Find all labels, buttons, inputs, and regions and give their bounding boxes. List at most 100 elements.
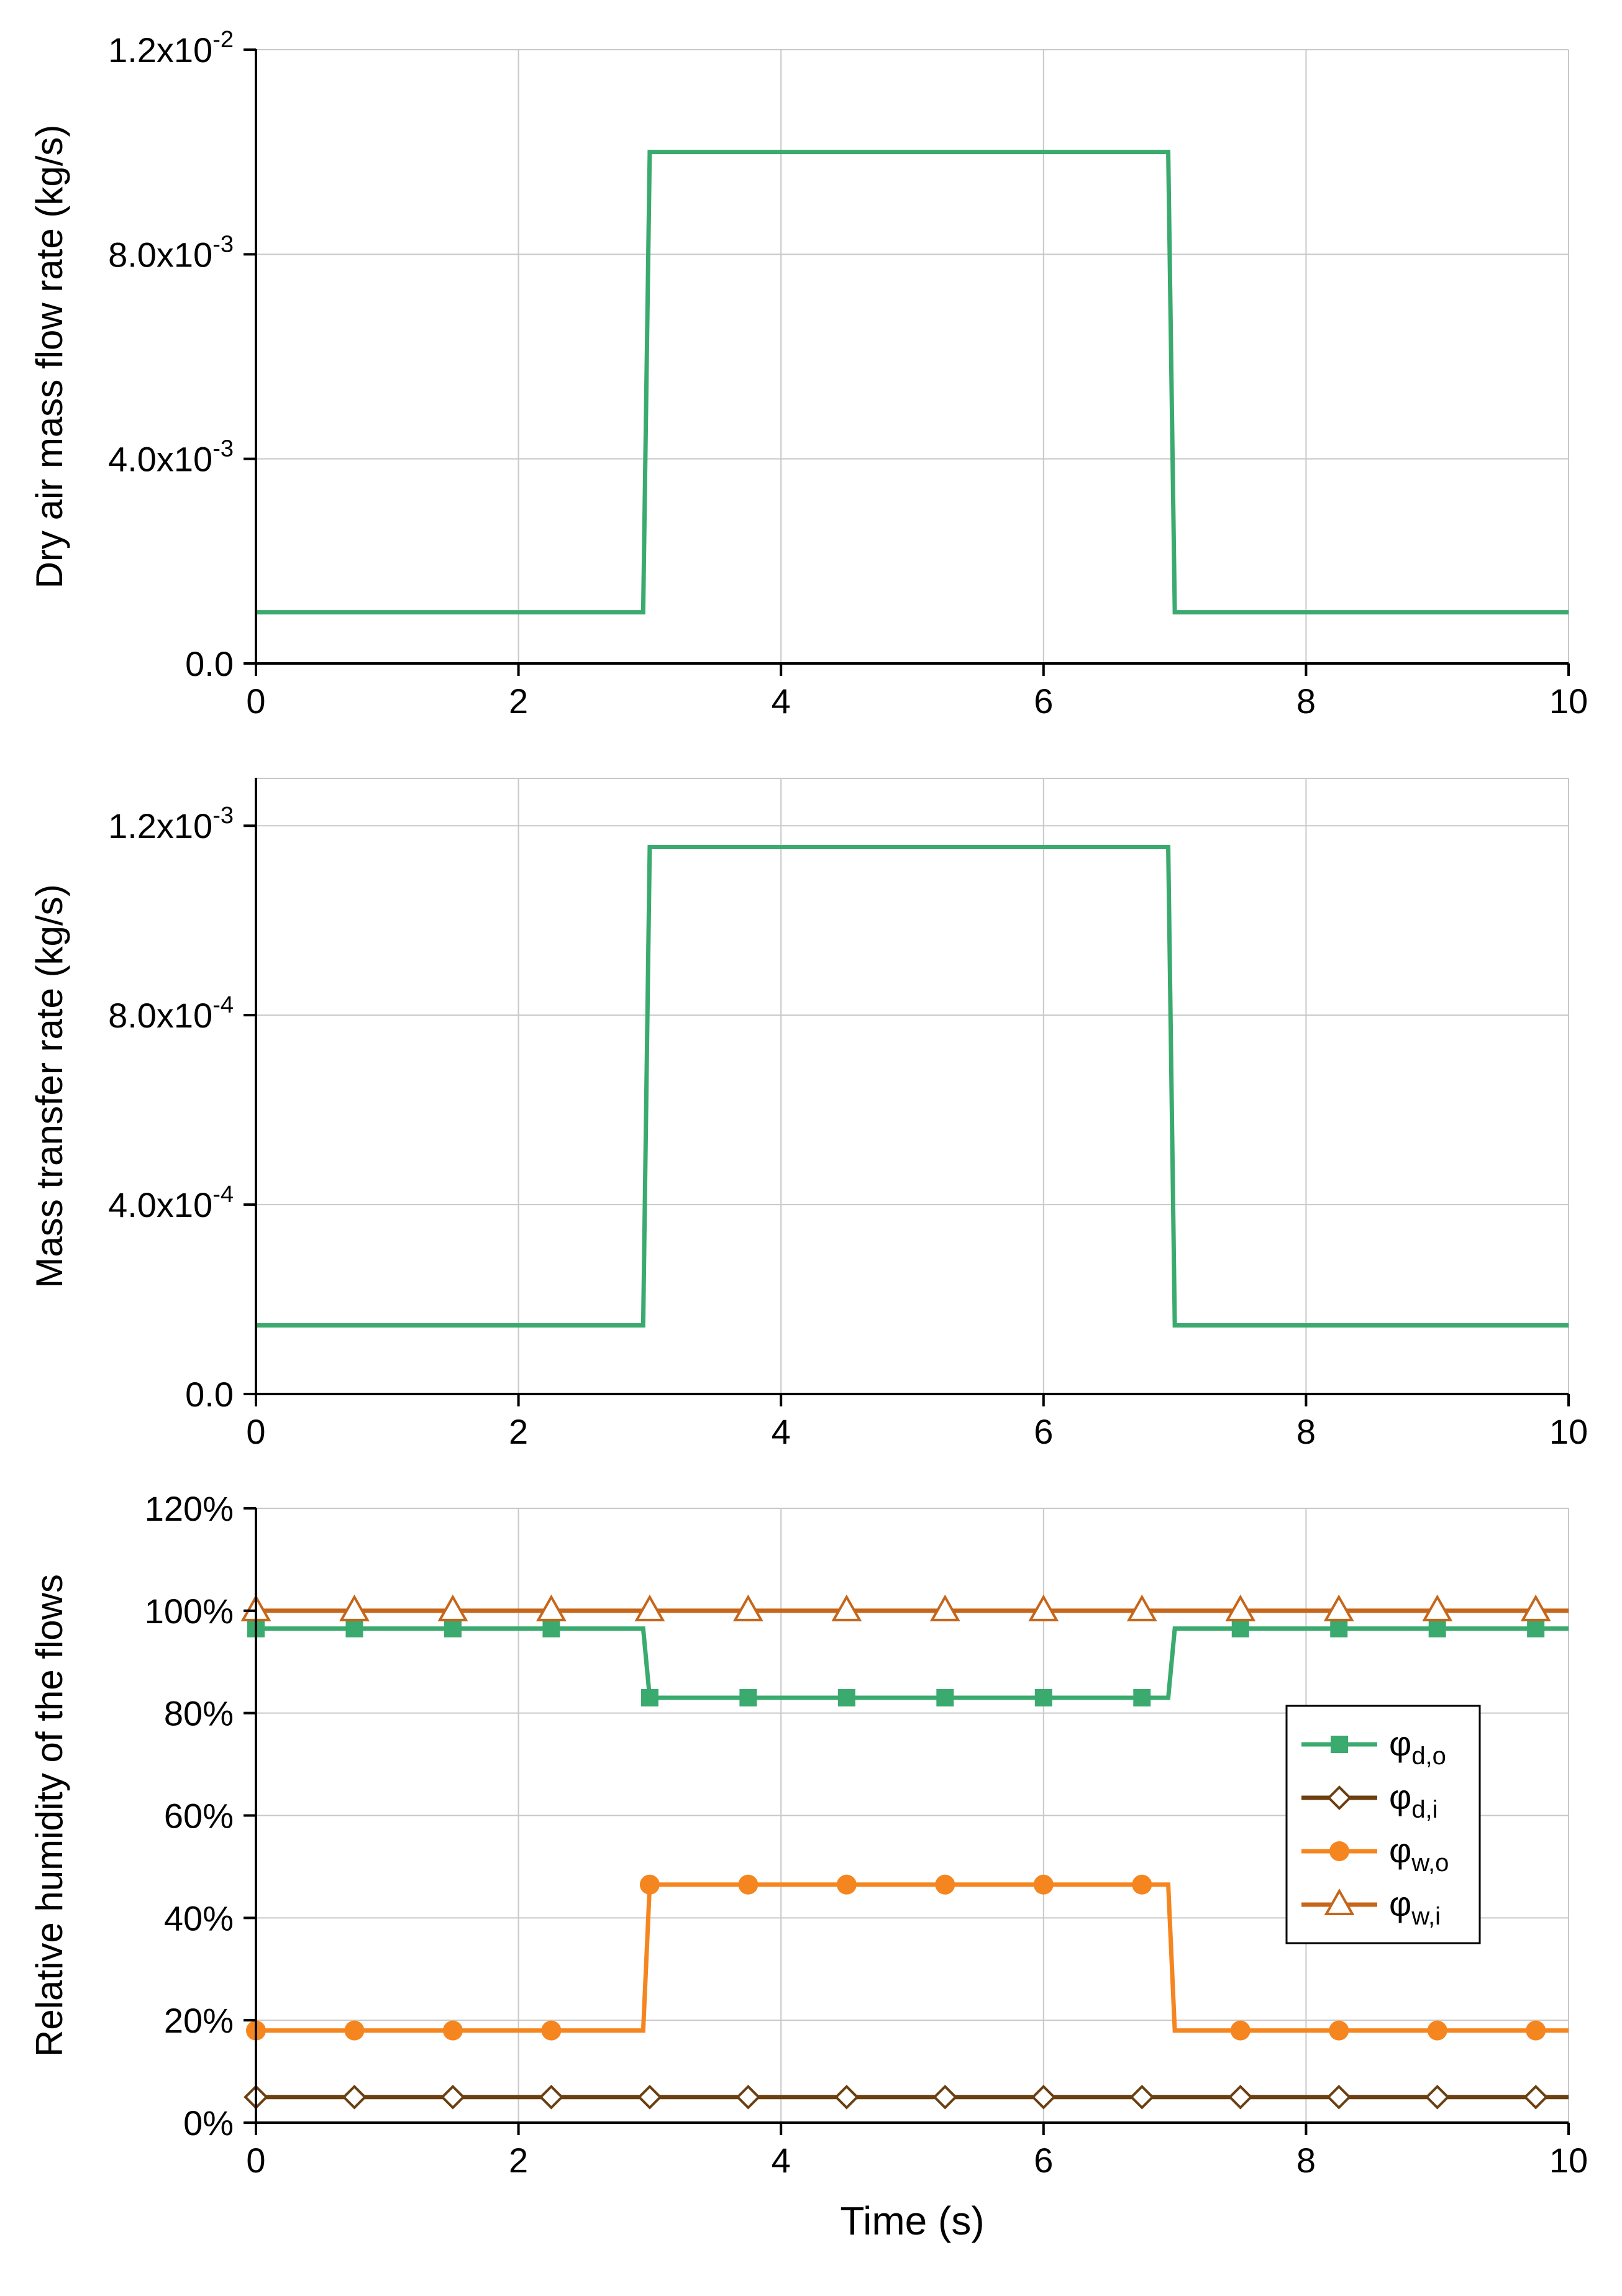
marker-phi_w_o — [639, 1874, 660, 1895]
grid-p2 — [256, 778, 1569, 1394]
series-line-phi_d_o — [256, 1626, 1569, 1700]
marker-phi_w_o — [1329, 2020, 1349, 2041]
x-tick-label: 0 — [246, 681, 265, 721]
marker-phi_d_o — [542, 1620, 560, 1638]
y-tick-label: 40% — [164, 1898, 234, 1938]
legend-marker-phi_d_i — [1327, 1785, 1352, 1810]
legend-label: φd,i — [1389, 1777, 1438, 1823]
legend-entry-phi_d_i: φd,i — [1301, 1777, 1438, 1823]
marker-phi_d_o — [739, 1688, 757, 1706]
y-tick-label: 8.0x10-3 — [108, 231, 234, 274]
marker-phi_d_i — [1031, 2084, 1056, 2110]
marker-phi_w_o — [1033, 1874, 1054, 1895]
marker-phi_w_i — [1225, 1594, 1256, 1621]
marker-phi_w_i — [1520, 1594, 1551, 1621]
marker-phi_d_i — [1326, 2084, 1352, 2110]
marker-phi_d_i — [440, 2084, 465, 2110]
y-axis-label: Dry air mass flow rate (kg/s) — [29, 125, 70, 589]
y-axis-label: Mass transfer rate (kg/s) — [29, 884, 70, 1288]
panel-p1: 0 2 4 6 8 10 0.0 4.0x10-3 8.0x10-3 1.2x10-2 Dry ai… — [29, 27, 1588, 721]
y-tick-label: 1.2x10-2 — [108, 27, 234, 70]
marker-phi_d_o — [345, 1620, 363, 1638]
x-tick-label: 10 — [1549, 2141, 1588, 2180]
legend-label: φw,i — [1389, 1884, 1441, 1930]
marker-phi_d_i — [342, 2084, 367, 2110]
marker-phi_d_i — [1424, 2084, 1450, 2110]
marker-phi_w_o — [344, 2020, 365, 2041]
x-tick-label: 2 — [509, 681, 528, 721]
marker-phi_d_o — [936, 1688, 954, 1706]
marker-phi_w_o — [442, 2020, 463, 2041]
marker-phi_d_o — [1133, 1688, 1151, 1706]
y-tick-label: 0.0 — [185, 644, 234, 683]
marker-phi_w_i — [1323, 1594, 1354, 1621]
marker-phi_w_i — [929, 1594, 960, 1621]
x-tick-label: 0 — [246, 2141, 265, 2180]
y-tick-label: 0.0 — [185, 1375, 234, 1414]
x-tick-label: 6 — [1034, 681, 1053, 721]
marker-phi_w_i — [831, 1594, 862, 1621]
marker-phi_w_o — [836, 1874, 857, 1895]
y-tick-label: 4.0x10-3 — [108, 436, 234, 479]
marker-phi_w_o — [935, 1874, 955, 1895]
legend: φd,o φd,i φw,o φw,i — [1285, 1705, 1481, 1944]
marker-phi_d_i — [1228, 2084, 1253, 2110]
x-tick-label: 4 — [772, 681, 791, 721]
y-tick-label: 100% — [145, 1592, 234, 1631]
marker-phi_w_i — [1126, 1594, 1157, 1621]
y-tick-label: 20% — [164, 2001, 234, 2040]
x-axis-label: Time (s) — [840, 2198, 984, 2243]
x-tick-label: 6 — [1034, 1412, 1053, 1451]
marker-phi_w_o — [738, 1874, 759, 1895]
marker-phi_w_i — [1028, 1594, 1059, 1621]
marker-phi_d_o — [1231, 1620, 1249, 1638]
marker-phi_w_i — [634, 1594, 665, 1621]
legend-entry-phi_w_o: φw,o — [1301, 1831, 1449, 1877]
marker-phi_d_i — [539, 2084, 564, 2110]
y-tick-label: 80% — [164, 1694, 234, 1733]
marker-phi_d_o — [1428, 1620, 1446, 1638]
markers-phi_w_i — [240, 1594, 1551, 1621]
marker-phi_w_o — [1526, 2020, 1546, 2041]
marker-phi_w_i — [1422, 1594, 1453, 1621]
x-tick-label: 10 — [1549, 1412, 1588, 1451]
marker-phi_d_o — [837, 1688, 855, 1706]
marker-phi_d_o — [640, 1688, 658, 1706]
marker-phi_w_i — [732, 1594, 763, 1621]
legend-marker-phi_w_i — [1324, 1888, 1355, 1915]
marker-phi_d_i — [1129, 2084, 1155, 2110]
marker-phi_d_i — [834, 2084, 859, 2110]
marker-phi_w_i — [535, 1594, 567, 1621]
markers-phi_d_o — [247, 1620, 1545, 1706]
marker-phi_d_i — [932, 2084, 958, 2110]
marker-phi_d_i — [736, 2084, 761, 2110]
x-tick-label: 4 — [772, 2141, 791, 2180]
y-tick-label: 120% — [145, 1489, 234, 1528]
marker-phi_d_o — [444, 1620, 462, 1638]
x-tick-label: 8 — [1296, 681, 1316, 721]
x-tick-label: 6 — [1034, 2141, 1053, 2180]
marker-phi_d_o — [1034, 1688, 1052, 1706]
marker-phi_w_o — [541, 2020, 562, 2041]
x-tick-label: 8 — [1296, 1412, 1316, 1451]
y-tick-label: 0% — [183, 2103, 234, 2143]
legend-entry-phi_d_o: φd,o — [1301, 1724, 1446, 1770]
y-tick-label: 60% — [164, 1797, 234, 1836]
legend-entry-phi_w_i: φw,i — [1301, 1884, 1441, 1930]
legend-box — [1285, 1705, 1481, 1944]
x-tick-label: 2 — [509, 1412, 528, 1451]
grid-p1 — [256, 49, 1569, 663]
y-tick-label: 8.0x10-4 — [108, 992, 234, 1035]
y-tick-label: 4.0x10-4 — [108, 1182, 234, 1224]
panel-p3: 0 2 4 6 8 100%20%40%60%80%100%120%Relative hu… — [29, 1489, 1588, 2243]
legend-marker-phi_d_o — [1331, 1736, 1348, 1753]
panel-p2: 0 2 4 6 8 10 0.0 4.0x10-4 8.0x10-4 1.2x10-3 Mass t… — [29, 778, 1588, 1451]
legend-label: φw,o — [1389, 1831, 1449, 1877]
marker-phi_d_i — [1523, 2084, 1549, 2110]
x-tick-label: 2 — [509, 2141, 528, 2180]
series-line-0 — [256, 845, 1569, 1328]
legend-label: φd,o — [1389, 1724, 1446, 1770]
marker-phi_d_o — [1330, 1620, 1348, 1638]
x-tick-label: 10 — [1549, 681, 1588, 721]
